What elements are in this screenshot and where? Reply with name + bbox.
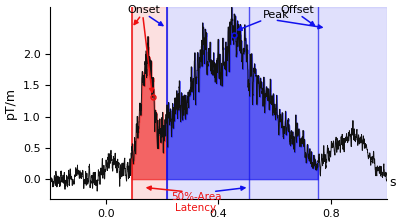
- Text: Offset: Offset: [280, 5, 314, 15]
- Text: Onset: Onset: [128, 5, 160, 15]
- Y-axis label: pT/m: pT/m: [4, 87, 17, 119]
- Text: s: s: [390, 176, 396, 189]
- Text: Peak: Peak: [263, 10, 290, 20]
- Bar: [166, 7, 387, 199]
- Text: 50%-Area
Latency: 50%-Area Latency: [171, 192, 221, 213]
- Bar: [132, 7, 166, 199]
